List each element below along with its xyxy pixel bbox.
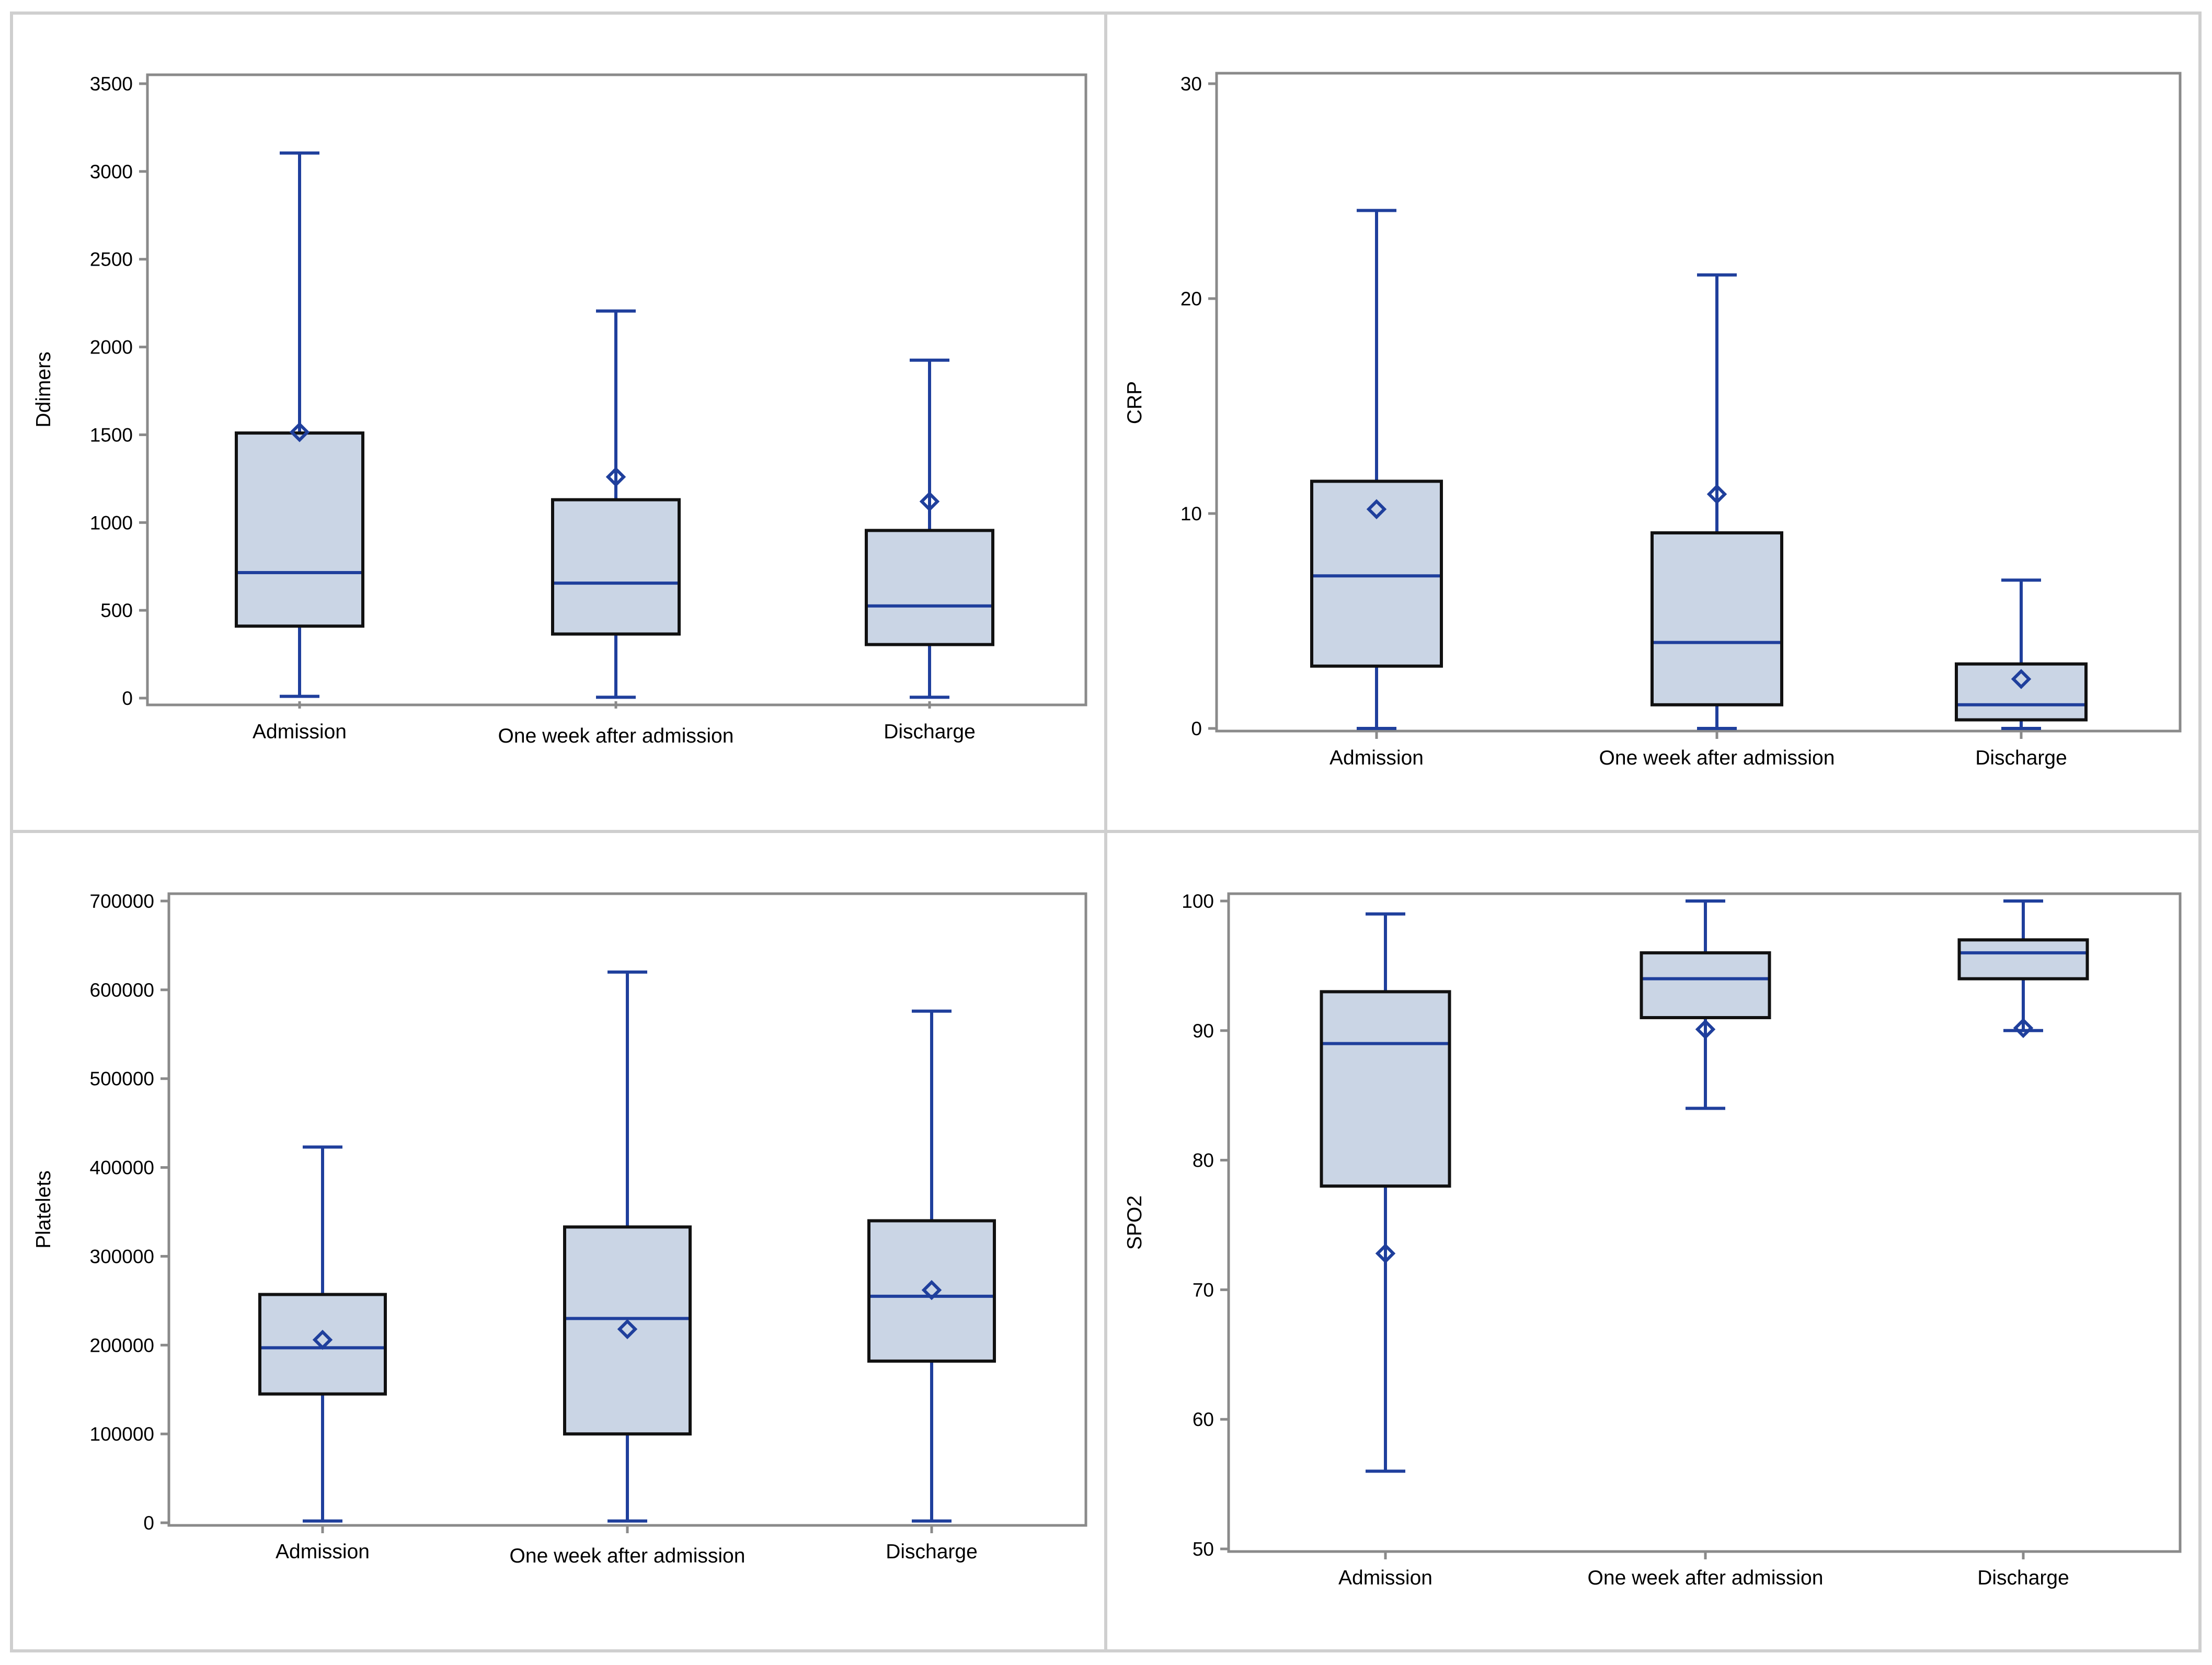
- x-ticks: Admission One week after admission Dischar…: [1338, 1552, 2069, 1589]
- x-ticks: Admission One week after admission Dischar…: [276, 1526, 978, 1567]
- box-group: [867, 1009, 996, 1523]
- mean-marker: [289, 422, 310, 442]
- panel-border: [1104, 830, 2202, 1652]
- iqr-box: [1957, 938, 2089, 980]
- iqr-box: [1955, 662, 2088, 722]
- y-tick-label: 20: [1181, 288, 1202, 310]
- box-group: [258, 1145, 387, 1523]
- mean-marker: [2011, 669, 2032, 689]
- box-group: [1957, 899, 2089, 1039]
- box-group: [235, 151, 364, 698]
- iqr-box: [258, 1293, 387, 1396]
- mean-marker: [617, 1319, 638, 1339]
- y-tick-label: 300000: [90, 1246, 154, 1267]
- y-tick-label: 2000: [90, 337, 133, 358]
- panel-crp: 0 10 20 30 Admission One week after admissio…: [1104, 12, 2202, 833]
- y-ticks: 0 10 20 30: [1181, 73, 1217, 739]
- y-ticks: 0 100000 200000 300000 400000 500000 600000 700…: [90, 891, 169, 1534]
- y-tick-label: 1000: [90, 512, 133, 533]
- y-tick-label: 60: [1193, 1409, 1214, 1430]
- box-group: [1640, 899, 1771, 1110]
- x-tick-label: Admission: [1330, 747, 1424, 769]
- y-tick-label: 500000: [90, 1068, 154, 1090]
- x-tick-label: Admission: [1338, 1567, 1432, 1589]
- panel-spo2: 50 60 70 80 90 100 Admission One week after ad…: [1104, 830, 2202, 1652]
- x-tick-label: One week after admission: [510, 1545, 746, 1567]
- y-tick-label: 0: [143, 1512, 154, 1534]
- y-tick-label: 0: [122, 688, 133, 709]
- y-tick-label: 700000: [90, 891, 154, 912]
- mean-marker: [1366, 499, 1387, 520]
- y-tick-label: 30: [1181, 73, 1202, 95]
- y-tick-label: 90: [1193, 1020, 1214, 1042]
- mean-marker: [1706, 484, 1727, 505]
- iqr-box: [867, 1219, 996, 1363]
- boxes: [1310, 209, 2088, 730]
- box-group: [563, 970, 692, 1523]
- y-tick-label: 500: [100, 600, 133, 621]
- y-tick-label: 3500: [90, 73, 133, 95]
- mean-marker: [1695, 1019, 1716, 1040]
- mean-marker: [921, 1280, 942, 1301]
- y-tick-label: 2500: [90, 249, 133, 270]
- iqr-box: [1320, 990, 1451, 1188]
- y-ticks: 0 500 1000 1500 2000 2500 3000 3500: [90, 73, 147, 709]
- y-tick-label: 80: [1193, 1150, 1214, 1171]
- x-tick-label: Discharge: [1977, 1567, 2069, 1589]
- x-tick-label: Discharge: [884, 721, 976, 743]
- x-tick-label: One week after admission: [1599, 747, 1835, 769]
- y-tick-label: 1500: [90, 424, 133, 446]
- box-group: [1320, 912, 1451, 1473]
- iqr-box: [1651, 531, 1783, 706]
- x-tick-label: Discharge: [1975, 747, 2067, 769]
- boxes: [235, 151, 994, 699]
- y-tick-label: 100000: [90, 1423, 154, 1445]
- x-tick-label: Discharge: [886, 1541, 978, 1563]
- x-tick-label: Admission: [253, 721, 347, 743]
- x-ticks: Admission One week after admission Dischar…: [253, 701, 976, 747]
- mean-marker: [2013, 1018, 2034, 1039]
- y-tick-label: 3000: [90, 161, 133, 183]
- mean-marker: [312, 1329, 333, 1350]
- panel-platelets: 0 100000 200000 300000 400000 500000 600000 700…: [10, 830, 1107, 1652]
- box-group: [1310, 209, 1443, 730]
- iqr-box: [1640, 951, 1771, 1020]
- iqr-box: [235, 431, 364, 628]
- panel-ddimers: 0 500 1000 1500 2000 2500 3000 3500 Admission On…: [10, 12, 1107, 833]
- iqr-box: [563, 1225, 692, 1436]
- x-tick-label: One week after admission: [1588, 1567, 1824, 1589]
- x-tick-label: One week after admission: [498, 725, 734, 747]
- box-group: [1651, 273, 1783, 730]
- y-tick-label: 100: [1182, 891, 1214, 912]
- box-group: [865, 358, 994, 699]
- y-tick-label: 50: [1193, 1538, 1214, 1560]
- iqr-box: [1310, 480, 1443, 668]
- box-group: [551, 309, 681, 699]
- mean-marker: [1375, 1243, 1396, 1264]
- mean-marker: [919, 491, 940, 512]
- y-tick-label: 600000: [90, 979, 154, 1001]
- y-tick-label: 200000: [90, 1335, 154, 1356]
- mean-marker: [605, 466, 626, 487]
- x-tick-label: Admission: [276, 1541, 370, 1563]
- y-tick-label: 400000: [90, 1157, 154, 1179]
- y-tick-label: 0: [1191, 718, 1202, 739]
- boxes: [1320, 899, 2089, 1473]
- y-axis-title: Ddimers: [32, 351, 55, 427]
- y-ticks: 50 60 70 80 90 100: [1182, 891, 1229, 1560]
- boxes: [258, 970, 996, 1523]
- y-tick-label: 10: [1181, 503, 1202, 524]
- iqr-box: [865, 529, 994, 646]
- y-axis-title: Platelets: [32, 1170, 55, 1249]
- y-axis-title: CRP: [1124, 381, 1146, 424]
- y-axis-title: SPO2: [1124, 1195, 1146, 1250]
- iqr-box: [551, 498, 681, 636]
- x-ticks: Admission One week after admission Dischar…: [1330, 732, 2067, 769]
- y-tick-label: 70: [1193, 1279, 1214, 1301]
- box-group: [1955, 578, 2088, 730]
